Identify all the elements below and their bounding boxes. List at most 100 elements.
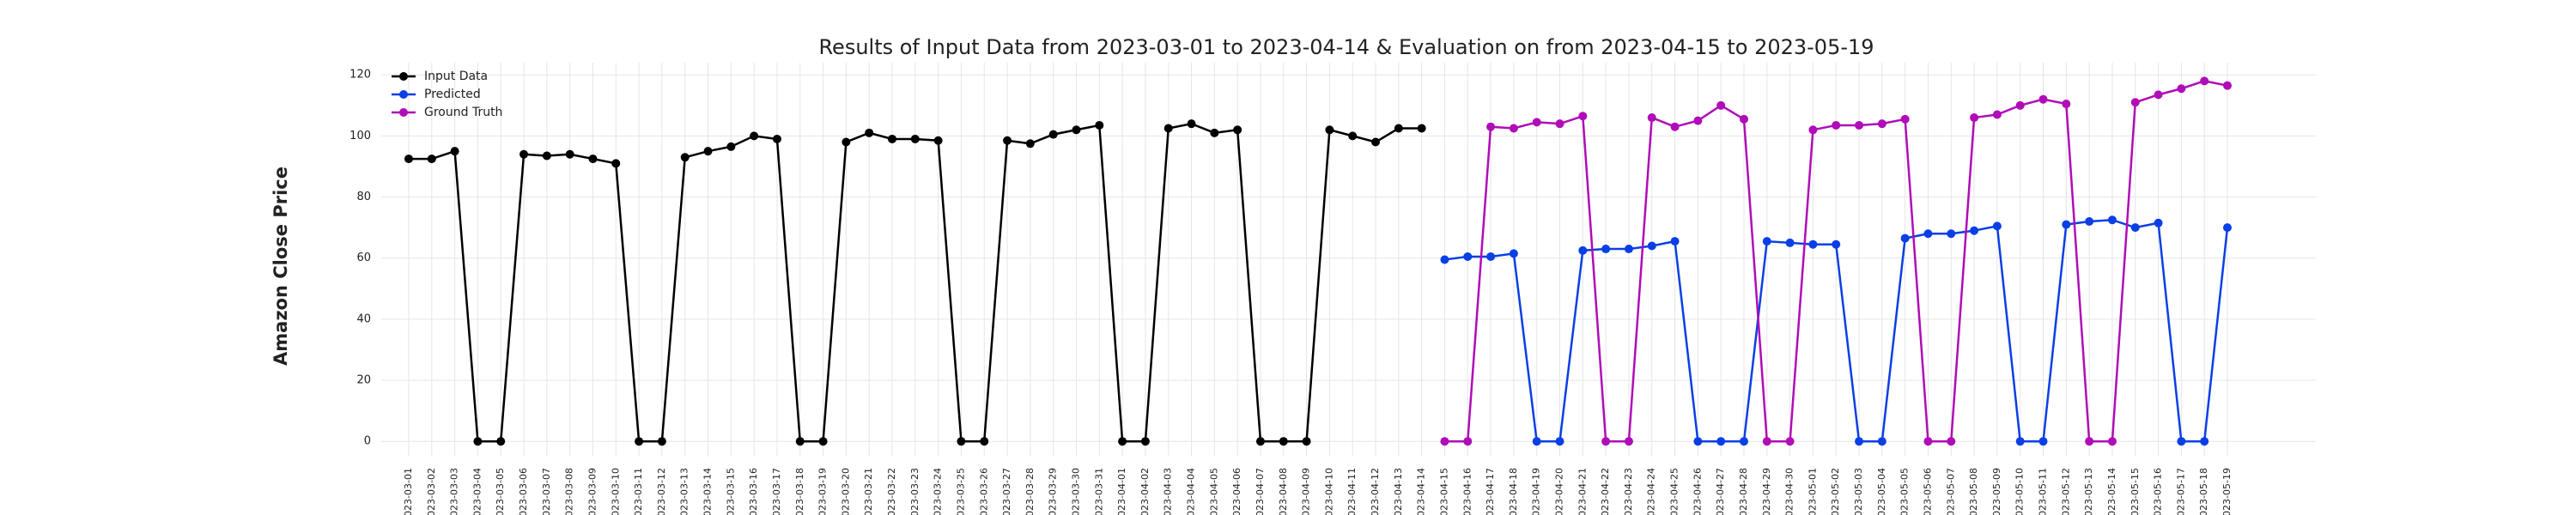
legend-label: Input Data: [424, 70, 488, 83]
data-point: [1624, 245, 1633, 254]
data-point: [1877, 437, 1886, 446]
x-tick-label: 2023-05-03: [1853, 468, 1864, 515]
data-point: [1739, 437, 1748, 446]
data-point: [1601, 245, 1611, 254]
data-point: [1992, 110, 2002, 119]
data-point: [2085, 217, 2094, 227]
data-point: [519, 149, 529, 159]
x-tick-label: 2023-05-04: [1876, 468, 1887, 515]
x-tick-label: 2023-03-15: [725, 468, 736, 515]
data-point: [1785, 437, 1795, 446]
data-point: [1348, 131, 1358, 141]
x-tick-label: 2023-03-23: [909, 468, 920, 515]
data-point: [1025, 139, 1035, 148]
x-tick-label: 2023-05-08: [1968, 468, 1979, 515]
data-point: [1877, 119, 1886, 129]
data-point: [1947, 437, 1956, 446]
data-point: [2154, 90, 2163, 100]
x-tick-label: 2023-03-07: [541, 468, 552, 515]
x-tick-label: 2023-05-09: [1991, 468, 2002, 515]
x-tick-label: 2023-03-01: [403, 468, 414, 515]
data-point: [933, 136, 943, 145]
y-tick-label: 60: [356, 251, 371, 264]
x-tick-label: 2023-05-18: [2198, 468, 2209, 515]
x-tick-label: 2023-03-30: [1070, 468, 1081, 515]
data-point: [2015, 437, 2025, 446]
data-point: [450, 147, 459, 156]
x-tick-label: 2023-03-14: [702, 468, 714, 515]
y-axis-label: Amazon Close Price: [270, 167, 291, 366]
x-tick-label: 2023-04-19: [1531, 468, 1542, 515]
data-point: [1509, 124, 1518, 133]
data-point: [1048, 130, 1058, 139]
x-tick-label: 2023-03-13: [679, 468, 690, 515]
x-tick-label: 2023-05-10: [2014, 468, 2026, 515]
data-point: [1187, 119, 1196, 129]
x-tick-label: 2023-04-30: [1784, 468, 1795, 515]
data-point: [1693, 437, 1703, 446]
x-tick-label: 2023-04-08: [1278, 468, 1289, 515]
data-point: [1947, 229, 1956, 239]
data-point: [1417, 124, 1426, 133]
data-point: [2223, 223, 2232, 233]
data-point: [611, 159, 621, 168]
data-point: [1555, 437, 1564, 446]
x-tick-label: 2023-05-17: [2175, 468, 2186, 515]
data-point: [1832, 239, 1841, 249]
data-point: [1325, 125, 1334, 135]
x-tick-label: 2023-04-20: [1554, 468, 1565, 515]
x-tick-label: 2023-04-04: [1186, 468, 1197, 515]
x-tick-label: 2023-03-25: [955, 468, 966, 515]
data-point: [1992, 221, 2002, 231]
x-tick-label: 2023-03-19: [817, 468, 829, 515]
x-tick-label: 2023-04-23: [1623, 468, 1634, 515]
data-point: [2062, 220, 2071, 229]
data-point: [1072, 125, 1081, 135]
data-point: [1970, 226, 1979, 235]
x-tick-label: 2023-05-16: [2153, 468, 2164, 515]
y-tick-label: 120: [349, 69, 371, 82]
data-point: [1855, 437, 1864, 446]
legend-swatch: [399, 72, 408, 81]
data-point: [703, 147, 713, 156]
x-tick-label: 2023-03-20: [840, 468, 851, 515]
data-point: [635, 437, 644, 446]
data-point: [2177, 437, 2186, 446]
data-point: [865, 128, 874, 137]
data-point: [1601, 437, 1611, 446]
data-point: [1302, 437, 1311, 446]
x-tick-label: 2023-05-07: [1945, 468, 1956, 515]
data-point: [680, 153, 690, 162]
x-tick-label: 2023-04-01: [1116, 468, 1127, 515]
data-point: [2038, 94, 2048, 104]
x-tick-label: 2023-03-02: [426, 468, 437, 515]
x-tick-label: 2023-03-29: [1048, 468, 1059, 515]
y-tick-label: 40: [356, 312, 371, 325]
data-point: [2107, 437, 2117, 446]
data-point: [657, 437, 666, 446]
x-tick-label: 2023-03-08: [564, 468, 575, 515]
data-point: [1900, 233, 1910, 243]
data-point: [910, 134, 920, 143]
data-point: [1739, 114, 1748, 124]
x-tick-label: 2023-04-16: [1461, 468, 1473, 515]
data-point: [750, 131, 759, 141]
data-point: [2107, 215, 2117, 225]
x-tick-label: 2023-03-26: [978, 468, 989, 515]
x-tick-label: 2023-03-21: [863, 468, 874, 515]
data-point: [841, 137, 851, 147]
x-tick-label: 2023-05-15: [2129, 468, 2141, 515]
x-tick-label: 2023-04-25: [1669, 468, 1680, 515]
data-point: [957, 437, 966, 446]
data-point: [1693, 116, 1703, 125]
series: [404, 119, 1426, 446]
x-tick-label: 2023-03-12: [656, 468, 667, 515]
x-tick-label: 2023-04-02: [1139, 468, 1151, 515]
x-tick-label: 2023-04-11: [1346, 468, 1358, 515]
data-point: [1762, 437, 1771, 446]
series: [1440, 76, 2232, 446]
x-tick-label: 2023-03-16: [748, 468, 759, 515]
x-tick-label: 2023-04-14: [1416, 468, 1427, 515]
x-tick-label: 2023-03-28: [1024, 468, 1036, 515]
data-point: [404, 154, 413, 164]
